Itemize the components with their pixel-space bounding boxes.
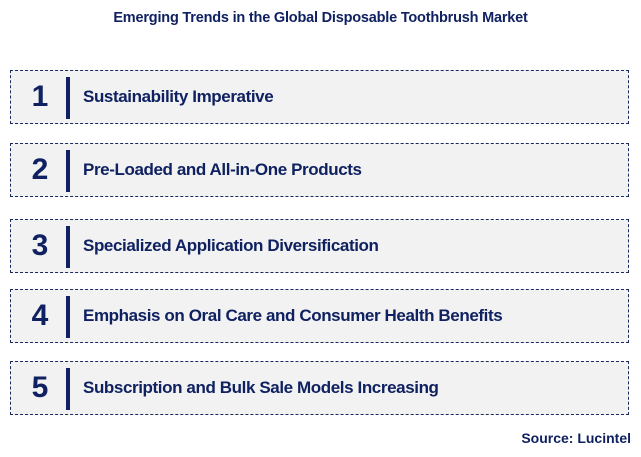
trend-number: 3 [31, 229, 49, 262]
trend-number: 4 [31, 299, 49, 332]
divider [66, 368, 70, 410]
divider [66, 77, 70, 119]
trend-item-5: 5 Subscription and Bulk Sale Models Incr… [10, 361, 629, 415]
trend-label: Subscription and Bulk Sale Models Increa… [83, 378, 439, 397]
trend-label: Sustainability Imperative [83, 87, 274, 106]
divider [66, 226, 70, 268]
page-title: Emerging Trends in the Global Disposable… [113, 10, 528, 26]
divider [66, 150, 70, 192]
trend-number: 5 [31, 371, 49, 404]
trend-label: Specialized Application Diversification [83, 236, 379, 255]
trend-label: Emphasis on Oral Care and Consumer Healt… [83, 306, 503, 325]
trend-label: Pre-Loaded and All-in-One Products [83, 160, 362, 179]
trend-item-1: 1 Sustainability Imperative [10, 70, 629, 124]
divider [66, 296, 70, 338]
source-credit: Source: Lucintel [521, 430, 631, 446]
trend-item-3: 3 Specialized Application Diversificatio… [10, 219, 629, 273]
trend-number: 1 [31, 80, 49, 113]
trend-item-2: 2 Pre-Loaded and All-in-One Products [10, 143, 629, 197]
trend-item-4: 4 Emphasis on Oral Care and Consumer Hea… [10, 289, 629, 343]
trend-number: 2 [31, 153, 49, 186]
